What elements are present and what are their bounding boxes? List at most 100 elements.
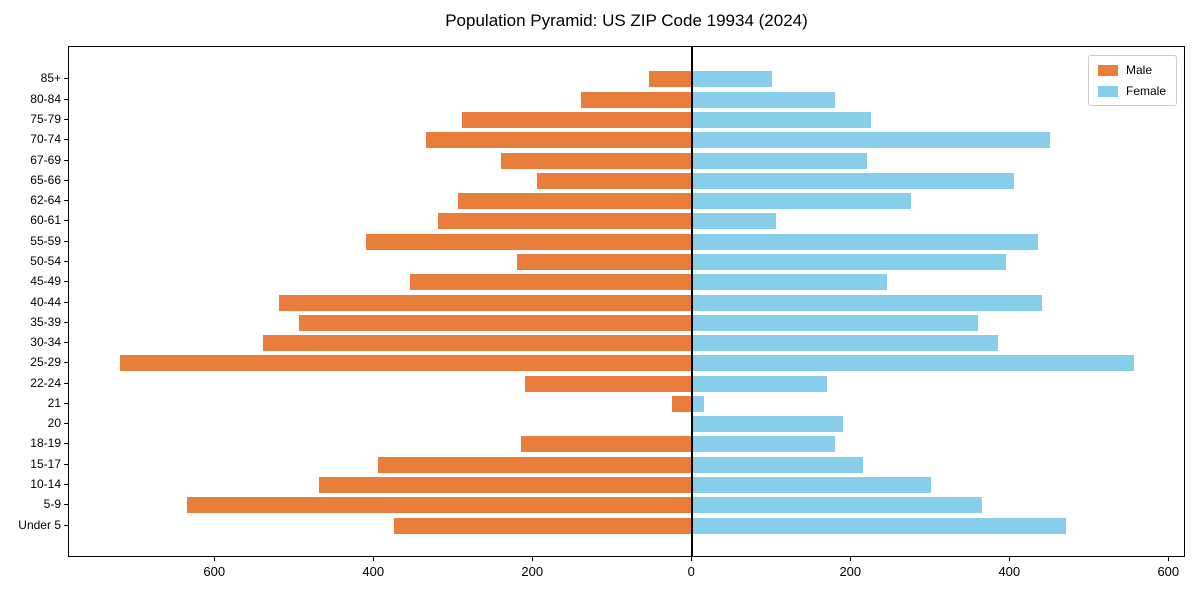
- y-tick-label: 30-34: [30, 335, 61, 350]
- bar-female-under-5: [692, 517, 1066, 534]
- y-tick-label: 65-66: [30, 172, 61, 187]
- y-tick-mark: [64, 200, 68, 202]
- bar-female-30-34: [692, 335, 999, 352]
- y-tick-label: 85+: [40, 71, 61, 86]
- y-tick-mark: [64, 402, 68, 404]
- bar-male-10-14: [318, 477, 693, 493]
- x-tick-mark: [1168, 557, 1170, 561]
- y-tick-label: 21: [47, 395, 61, 410]
- bar-male-65-66: [537, 172, 693, 189]
- bar-female-18-19: [692, 436, 836, 453]
- bar-male-35-39: [298, 314, 693, 331]
- y-tick-label: 25-29: [30, 355, 61, 370]
- bar-male-80-84: [580, 91, 693, 108]
- bar-female-60-61: [692, 213, 776, 230]
- y-tick-mark: [64, 504, 68, 506]
- y-tick-label: 18-19: [30, 436, 61, 451]
- y-tick-label: 55-59: [30, 233, 61, 248]
- plot-area: Male Female: [68, 46, 1185, 557]
- y-tick-label: 70-74: [30, 132, 61, 147]
- bar-female-62-64: [692, 193, 911, 210]
- bar-male-45-49: [410, 274, 693, 291]
- bar-female-50-54: [692, 253, 1007, 270]
- bar-female-67-69: [692, 152, 868, 169]
- bar-female-80-84: [692, 91, 836, 108]
- y-tick-label: 10-14: [30, 477, 61, 491]
- bar-male-85+: [648, 71, 693, 88]
- male-swatch-icon: [1097, 64, 1118, 76]
- bar-female-55-59: [692, 233, 1039, 250]
- bar-male-25-29: [119, 355, 693, 372]
- bar-female-21: [692, 395, 705, 412]
- y-tick-label: 20: [47, 416, 61, 431]
- bar-male-75-79: [461, 112, 693, 128]
- y-tick-label: 60-61: [30, 213, 61, 228]
- y-tick-label: 80-84: [30, 91, 61, 106]
- bar-male-15-17: [378, 456, 693, 473]
- x-tick-mark: [850, 557, 852, 561]
- y-tick-mark: [64, 281, 68, 283]
- legend: Male Female: [1087, 55, 1177, 106]
- legend-item-male: Male: [1097, 63, 1166, 77]
- y-tick-mark: [64, 463, 68, 465]
- y-tick-label: 40-44: [30, 294, 61, 309]
- x-tick-label: 400: [998, 564, 1021, 579]
- x-tick-label: 600: [1157, 564, 1180, 579]
- y-tick-mark: [64, 443, 68, 445]
- y-tick-label: 15-17: [30, 456, 61, 471]
- y-tick-mark: [64, 78, 68, 80]
- bar-male-21: [672, 395, 693, 412]
- y-tick-label: 75-79: [30, 112, 61, 126]
- bar-male-60-61: [437, 213, 693, 230]
- bar-male-5-9: [187, 497, 693, 514]
- y-tick-mark: [64, 98, 68, 100]
- bar-female-15-17: [692, 456, 864, 473]
- bar-male-62-64: [457, 193, 693, 210]
- bar-male-67-69: [501, 152, 693, 169]
- x-tick-mark: [1009, 557, 1011, 561]
- bar-male-22-24: [525, 375, 693, 392]
- bar-female-65-66: [692, 172, 1015, 189]
- bar-male-70-74: [425, 132, 693, 149]
- bar-female-75-79: [692, 112, 872, 128]
- y-tick-mark: [64, 220, 68, 222]
- y-tick-label: 5-9: [43, 497, 61, 512]
- x-tick-mark: [373, 557, 375, 561]
- bar-female-85+: [692, 71, 772, 88]
- bar-female-5-9: [692, 497, 983, 514]
- bar-male-under-5: [394, 517, 693, 534]
- chart-title: Population Pyramid: US ZIP Code 19934 (2…: [445, 11, 808, 30]
- bar-female-45-49: [692, 274, 888, 291]
- y-tick-mark: [64, 382, 68, 384]
- y-tick-label: 45-49: [30, 274, 61, 289]
- x-tick-label: 0: [687, 564, 695, 579]
- x-tick-mark: [691, 557, 693, 561]
- y-tick-mark: [64, 240, 68, 242]
- y-tick-label: Under 5: [18, 517, 61, 532]
- y-tick-mark: [64, 484, 68, 485]
- y-tick-mark: [64, 179, 68, 181]
- x-tick-label: 200: [521, 564, 544, 579]
- y-tick-mark: [64, 423, 68, 425]
- bar-female-70-74: [692, 132, 1051, 149]
- y-tick-mark: [64, 524, 68, 526]
- x-tick-mark: [532, 557, 534, 561]
- bar-female-20: [692, 416, 844, 433]
- x-tick-label: 600: [203, 564, 226, 579]
- bar-female-40-44: [692, 294, 1043, 311]
- y-tick-label: 67-69: [30, 152, 61, 167]
- bar-male-55-59: [366, 233, 693, 250]
- bar-female-22-24: [692, 375, 828, 392]
- legend-label-male: Male: [1125, 63, 1152, 77]
- y-tick-mark: [64, 159, 68, 161]
- y-tick-label: 62-64: [30, 193, 61, 208]
- y-tick-mark: [64, 301, 68, 303]
- zero-axis-line: [691, 47, 694, 556]
- y-tick-mark: [64, 342, 68, 344]
- y-tick-mark: [64, 139, 68, 141]
- female-swatch-icon: [1097, 85, 1118, 97]
- legend-item-female: Female: [1097, 84, 1166, 98]
- bar-female-35-39: [692, 314, 979, 331]
- y-tick-label: 22-24: [30, 375, 61, 390]
